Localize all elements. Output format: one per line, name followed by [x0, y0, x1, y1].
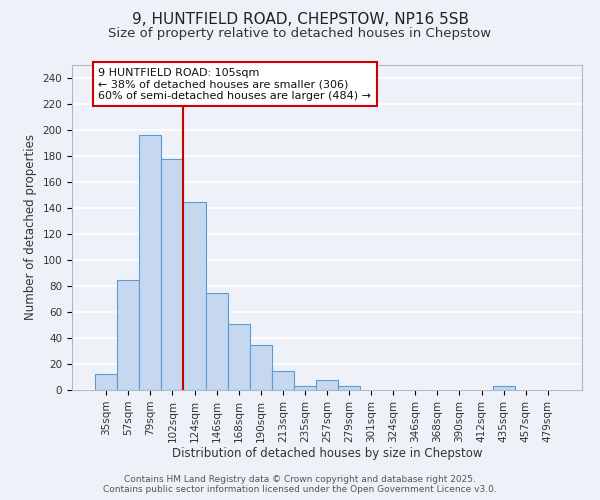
Bar: [338, 386, 360, 390]
Text: 9 HUNTFIELD ROAD: 105sqm
← 38% of detached houses are smaller (306)
60% of semi-: 9 HUNTFIELD ROAD: 105sqm ← 38% of detach…: [98, 68, 371, 101]
Y-axis label: Number of detached properties: Number of detached properties: [24, 134, 37, 320]
Text: Contains public sector information licensed under the Open Government Licence v3: Contains public sector information licen…: [103, 484, 497, 494]
Text: 9, HUNTFIELD ROAD, CHEPSTOW, NP16 5SB: 9, HUNTFIELD ROAD, CHEPSTOW, NP16 5SB: [131, 12, 469, 28]
Bar: [139, 135, 161, 390]
Bar: [161, 158, 184, 390]
Bar: [316, 380, 338, 390]
Bar: [294, 386, 316, 390]
Bar: [250, 344, 272, 390]
Bar: [493, 386, 515, 390]
Bar: [95, 374, 117, 390]
Bar: [184, 202, 206, 390]
Bar: [117, 280, 139, 390]
Bar: [272, 370, 294, 390]
Bar: [227, 324, 250, 390]
Bar: [206, 292, 227, 390]
X-axis label: Distribution of detached houses by size in Chepstow: Distribution of detached houses by size …: [172, 448, 482, 460]
Text: Contains HM Land Registry data © Crown copyright and database right 2025.: Contains HM Land Registry data © Crown c…: [124, 475, 476, 484]
Text: Size of property relative to detached houses in Chepstow: Size of property relative to detached ho…: [109, 28, 491, 40]
